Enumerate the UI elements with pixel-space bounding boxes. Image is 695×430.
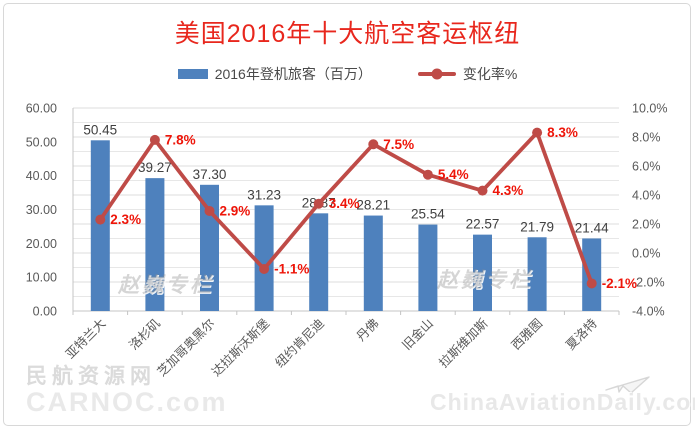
- right-axis-tick-label: 6.0%: [632, 160, 661, 174]
- change-rate-label: 5.4%: [438, 167, 469, 182]
- change-rate-label: 2.3%: [110, 212, 141, 227]
- left-axis-tick-label: 10.00: [26, 271, 57, 285]
- bar: [418, 224, 438, 311]
- line-marker: [532, 127, 543, 138]
- line-marker: [313, 198, 324, 209]
- right-axis-tick-label: 0.0%: [632, 247, 661, 261]
- line-marker: [586, 278, 597, 289]
- line-marker: [259, 263, 270, 274]
- change-rate-label: 2.9%: [220, 203, 251, 218]
- legend-label-change-rate: 变化率%: [462, 66, 518, 82]
- line-marker: [368, 139, 379, 150]
- left-axis-tick-label: 20.00: [26, 237, 57, 251]
- x-axis-category-label: 丹佛: [354, 316, 382, 344]
- bar: [582, 238, 602, 311]
- bar-value-label: 37.30: [193, 167, 227, 182]
- line-marker: [477, 185, 488, 196]
- chart-title: 美国2016年十大航空客运枢纽: [174, 20, 521, 48]
- x-axis-category-label: 夏洛特: [563, 316, 600, 353]
- x-axis-category-label: 旧金山: [399, 316, 436, 353]
- line-series-swatch-icon: [417, 68, 456, 80]
- bar-value-label: 39.27: [138, 160, 172, 175]
- bar-value-label: 21.79: [520, 219, 554, 234]
- right-axis-tick-label: 2.0%: [632, 218, 661, 232]
- bar-series-swatch-icon: [177, 69, 208, 79]
- legend-label-passengers: 2016年登机旅客（百万）: [214, 66, 372, 82]
- x-axis-category-label: 西雅图: [508, 316, 545, 353]
- change-rate-label: -2.1%: [602, 276, 637, 291]
- bar: [527, 237, 547, 311]
- bar: [254, 205, 274, 311]
- change-rate-label: 4.3%: [493, 183, 524, 198]
- right-axis-tick-label: -2.0%: [632, 276, 665, 290]
- line-marker: [95, 214, 106, 225]
- bar: [145, 178, 165, 311]
- line-marker: [422, 169, 433, 180]
- right-axis-tick-label: 8.0%: [632, 131, 661, 145]
- left-axis-tick-label: 30.00: [26, 203, 57, 217]
- x-axis-category-label: 达拉斯沃斯堡: [209, 315, 273, 379]
- change-rate-label: 7.8%: [165, 132, 196, 147]
- bar: [363, 215, 383, 311]
- change-rate-label: 8.3%: [547, 125, 578, 140]
- bar: [473, 234, 492, 311]
- x-axis-category-label: 拉斯维加斯: [436, 316, 491, 371]
- right-axis-tick-label: 4.0%: [632, 189, 661, 203]
- change-rate-label: 3.4%: [329, 196, 360, 211]
- x-axis-category-label: 洛杉矶: [126, 315, 163, 352]
- bar-value-label: 50.45: [83, 122, 117, 137]
- right-axis-tick-label: 10.0%: [632, 102, 667, 116]
- change-rate-label: 7.5%: [383, 137, 414, 152]
- left-axis-tick-label: 0.00: [33, 305, 57, 319]
- line-marker: [204, 205, 215, 216]
- legend-item-passengers: 2016年登机旅客（百万）: [177, 64, 372, 84]
- bar: [90, 140, 110, 311]
- legend-item-change-rate: 变化率%: [417, 64, 518, 84]
- left-axis-tick-label: 50.00: [26, 135, 57, 149]
- line-marker: [149, 134, 160, 145]
- legend: 2016年登机旅客（百万） 变化率%: [0, 64, 695, 84]
- bar-value-label: 22.57: [466, 217, 500, 232]
- bar-value-label: 31.23: [247, 187, 281, 202]
- x-axis-category-label: 芝加哥奥黑尔: [154, 316, 218, 380]
- bar: [309, 213, 329, 311]
- line-marker-dot-icon: [431, 68, 443, 80]
- change-rate-label: -1.1%: [274, 261, 309, 276]
- right-axis-tick-label: -4.0%: [632, 305, 665, 319]
- bar-value-label: 21.44: [575, 220, 609, 235]
- left-axis-tick-label: 60.00: [26, 102, 57, 116]
- change-rate-line: [98, 130, 594, 285]
- x-axis-category-label: 纽约肯尼迪: [272, 316, 327, 371]
- bar-value-label: 25.54: [411, 207, 445, 222]
- x-axis-category-label: 亚特兰大: [62, 316, 108, 362]
- bar-value-label: 28.21: [356, 198, 390, 213]
- left-axis-tick-label: 40.00: [26, 169, 57, 183]
